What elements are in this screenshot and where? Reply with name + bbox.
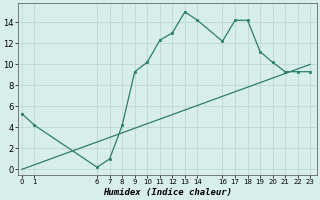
X-axis label: Humidex (Indice chaleur): Humidex (Indice chaleur) [103, 188, 232, 197]
